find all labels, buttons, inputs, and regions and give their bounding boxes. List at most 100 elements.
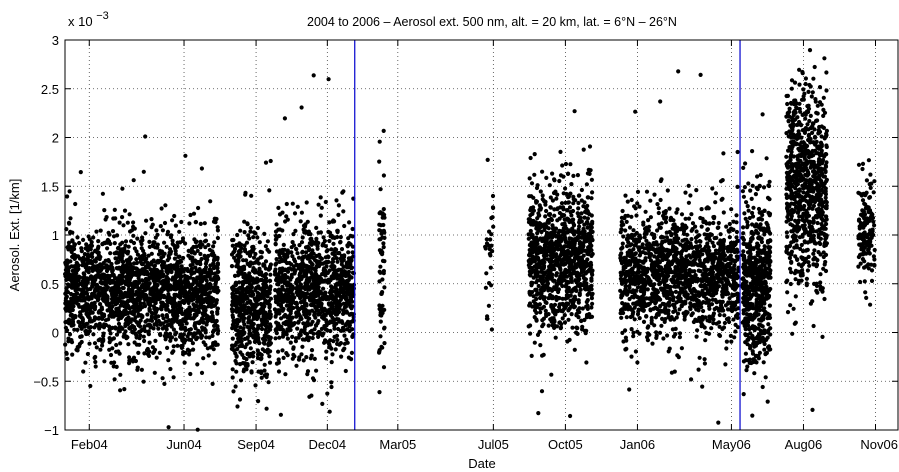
data-point [311,378,317,383]
data-point [528,228,533,234]
data-point [246,320,251,325]
data-point [105,299,110,304]
data-point [286,303,291,308]
data-point [526,236,531,241]
data-point [293,228,298,233]
data-point [308,259,313,264]
data-point [186,248,191,253]
data-point [112,377,117,382]
data-point [245,335,250,340]
data-point [146,329,151,334]
data-point [485,316,490,321]
data-point [187,221,192,226]
data-point [75,327,80,332]
data-point [341,264,346,269]
data-point [215,274,220,279]
data-point [203,245,208,250]
data-point [149,217,154,222]
data-point [121,223,126,228]
data-point [582,279,587,285]
data-point [530,280,535,286]
data-point [380,303,385,308]
data-point [568,191,573,196]
data-point [116,290,121,295]
data-point [299,240,305,245]
data-point [560,283,565,289]
data-point [100,343,105,348]
data-point [314,368,319,373]
data-point [188,212,193,218]
data-point [242,243,247,248]
data-point [112,207,117,212]
data-point [191,244,196,250]
data-point [348,274,353,279]
data-point [67,189,72,194]
data-point [544,253,550,258]
data-point [114,281,119,286]
data-point [200,327,205,332]
data-point [539,229,544,235]
data-point [382,307,387,312]
data-point [320,401,325,406]
data-point [215,311,220,316]
data-point [294,246,299,251]
data-point [378,187,383,192]
data-point [565,254,570,259]
data-point [697,315,702,320]
data-point [87,329,92,334]
data-point [185,268,190,274]
data-point [589,196,594,201]
data-point [141,169,146,174]
data-point [77,341,82,347]
data-point [77,304,82,309]
data-point [300,344,305,349]
data-point [562,233,567,239]
data-point [111,216,116,221]
data-point [266,335,271,340]
data-point [237,397,243,402]
data-point [154,228,159,233]
data-point [263,272,269,277]
data-point [100,290,105,295]
data-point [335,341,340,346]
data-point [170,218,175,223]
data-point [147,306,152,311]
data-point [179,267,184,272]
data-point [557,256,562,261]
data-point [317,330,322,335]
data-point [256,291,262,296]
data-point [381,365,387,370]
data-point [68,313,73,318]
data-point [302,337,307,342]
data-point [580,324,585,329]
data-point [245,351,250,356]
data-point [110,268,115,273]
data-point [381,271,386,276]
data-point [579,318,584,324]
data-point [313,277,318,282]
data-point [130,267,135,272]
data-point [562,313,567,318]
data-point [76,319,81,324]
data-point [229,264,235,269]
data-point [111,336,116,341]
data-point [248,286,253,291]
data-point [121,259,126,265]
data-point [309,266,314,271]
data-point [143,295,148,300]
data-point [86,325,91,330]
data-point [297,243,302,248]
data-point [128,261,133,266]
data-point [273,267,278,272]
data-point [208,199,213,204]
data-point [181,255,186,261]
data-point [298,219,303,224]
data-point [92,307,97,312]
data-point [119,267,124,273]
data-point [285,249,290,254]
data-point [558,253,563,258]
data-point [262,304,267,309]
data-point [122,387,127,392]
data-point [127,355,132,360]
data-point [321,235,326,240]
